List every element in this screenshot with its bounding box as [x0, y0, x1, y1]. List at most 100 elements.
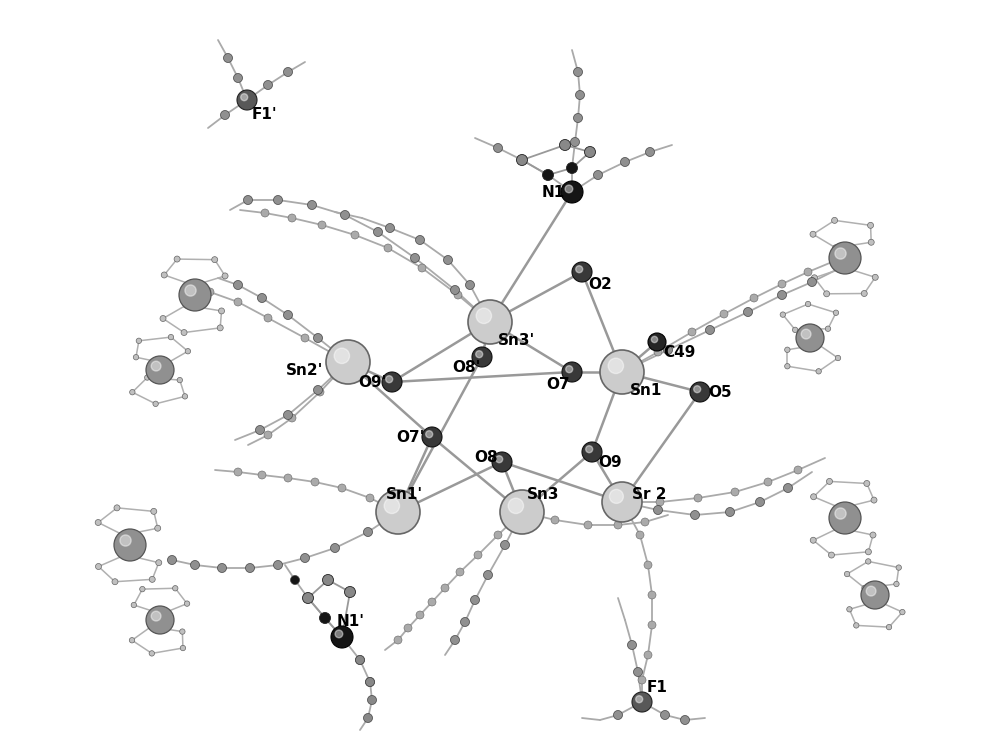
- Circle shape: [796, 324, 824, 352]
- Circle shape: [264, 81, 272, 90]
- Circle shape: [832, 218, 838, 224]
- Circle shape: [185, 285, 196, 296]
- Circle shape: [120, 532, 126, 538]
- Circle shape: [222, 273, 228, 279]
- Circle shape: [356, 656, 364, 664]
- Circle shape: [136, 338, 142, 343]
- Circle shape: [654, 505, 662, 514]
- Circle shape: [833, 310, 839, 316]
- Circle shape: [833, 245, 839, 251]
- Circle shape: [394, 636, 402, 644]
- Circle shape: [331, 626, 353, 648]
- Circle shape: [476, 351, 483, 358]
- Circle shape: [576, 90, 584, 99]
- Circle shape: [496, 456, 503, 462]
- Circle shape: [829, 242, 861, 274]
- Circle shape: [875, 599, 881, 604]
- Circle shape: [801, 329, 811, 339]
- Circle shape: [374, 227, 382, 236]
- Circle shape: [364, 528, 372, 536]
- Circle shape: [173, 586, 178, 591]
- Circle shape: [468, 300, 512, 344]
- Circle shape: [566, 366, 573, 373]
- Circle shape: [664, 346, 672, 355]
- Circle shape: [386, 224, 394, 233]
- Circle shape: [301, 334, 309, 342]
- Circle shape: [140, 587, 145, 592]
- Circle shape: [542, 169, 554, 181]
- Circle shape: [636, 696, 643, 703]
- Circle shape: [159, 611, 164, 617]
- Circle shape: [114, 505, 120, 511]
- Circle shape: [384, 244, 392, 252]
- Circle shape: [219, 308, 225, 314]
- Circle shape: [811, 275, 817, 281]
- Circle shape: [744, 307, 753, 316]
- Circle shape: [131, 602, 137, 608]
- Text: O7: O7: [546, 376, 570, 392]
- Circle shape: [326, 340, 370, 384]
- Circle shape: [155, 525, 161, 531]
- Circle shape: [826, 478, 832, 484]
- Circle shape: [644, 561, 652, 569]
- Circle shape: [133, 355, 139, 360]
- Circle shape: [866, 586, 876, 596]
- Circle shape: [318, 221, 326, 229]
- Text: C49: C49: [663, 345, 695, 359]
- Circle shape: [288, 214, 296, 222]
- Circle shape: [441, 584, 449, 592]
- Circle shape: [376, 490, 420, 534]
- Circle shape: [335, 630, 343, 638]
- Circle shape: [872, 274, 878, 280]
- Circle shape: [386, 376, 393, 383]
- Text: O8: O8: [474, 450, 498, 465]
- Circle shape: [778, 291, 786, 300]
- Circle shape: [726, 508, 734, 517]
- Text: Sn1: Sn1: [630, 383, 662, 398]
- Circle shape: [636, 531, 644, 539]
- Circle shape: [190, 560, 200, 569]
- Text: O8': O8': [452, 359, 480, 374]
- Circle shape: [288, 414, 296, 422]
- Circle shape: [810, 537, 816, 543]
- Circle shape: [474, 551, 482, 559]
- Circle shape: [149, 651, 155, 656]
- Circle shape: [570, 138, 580, 147]
- Circle shape: [404, 624, 412, 632]
- Circle shape: [168, 556, 176, 565]
- Circle shape: [731, 488, 739, 496]
- Circle shape: [416, 236, 424, 245]
- Circle shape: [836, 525, 842, 531]
- Circle shape: [164, 361, 169, 367]
- Circle shape: [168, 334, 174, 340]
- Circle shape: [825, 326, 831, 331]
- Circle shape: [500, 490, 544, 534]
- Circle shape: [644, 651, 652, 659]
- Circle shape: [382, 372, 402, 392]
- Circle shape: [244, 196, 252, 205]
- Circle shape: [785, 347, 790, 352]
- Text: F1: F1: [647, 681, 668, 696]
- Circle shape: [180, 629, 185, 634]
- Text: Sn2': Sn2': [286, 362, 323, 377]
- Circle shape: [602, 482, 642, 522]
- Circle shape: [364, 714, 372, 722]
- Circle shape: [494, 144, 503, 153]
- Circle shape: [886, 624, 892, 630]
- Text: O9': O9': [358, 374, 386, 389]
- Circle shape: [284, 410, 292, 419]
- Circle shape: [572, 262, 592, 282]
- Circle shape: [566, 163, 578, 173]
- Text: N1: N1: [542, 184, 565, 200]
- Circle shape: [854, 623, 859, 628]
- Circle shape: [871, 497, 877, 503]
- Circle shape: [808, 278, 816, 286]
- Circle shape: [816, 369, 821, 374]
- Circle shape: [316, 388, 324, 396]
- Circle shape: [418, 264, 426, 272]
- Text: Sn1': Sn1': [386, 486, 423, 501]
- Circle shape: [212, 257, 218, 263]
- Circle shape: [494, 531, 502, 539]
- Circle shape: [471, 596, 480, 605]
- Circle shape: [562, 362, 582, 382]
